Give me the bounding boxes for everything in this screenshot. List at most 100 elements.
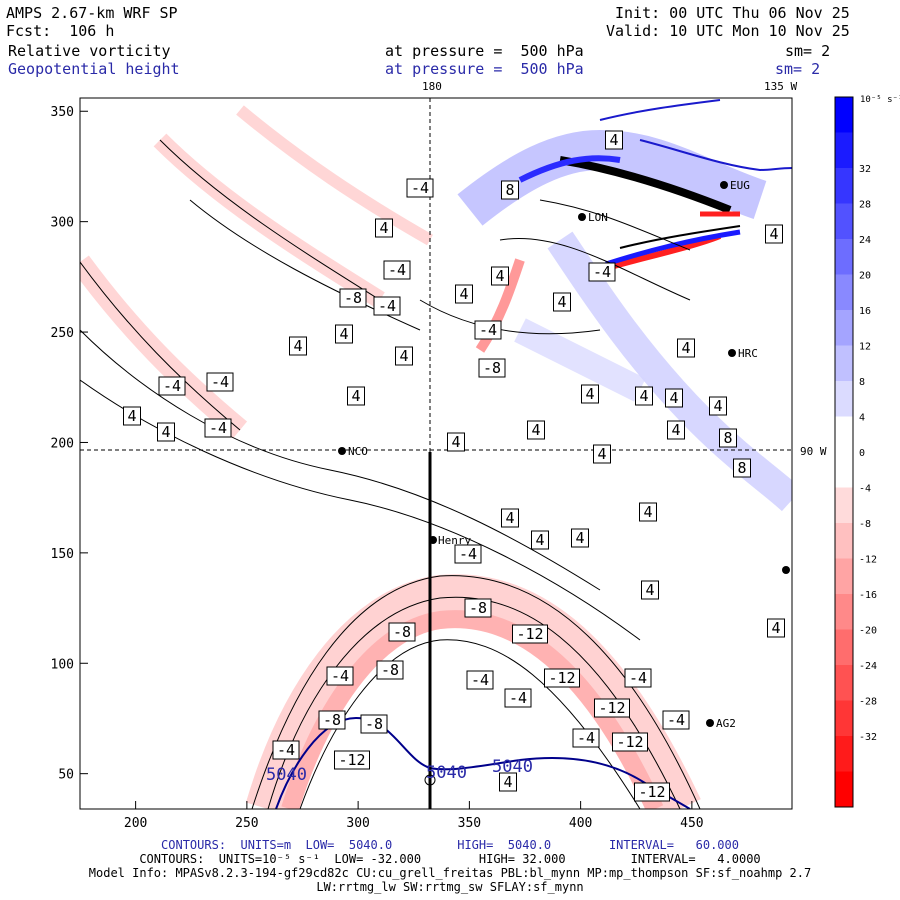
contour-label-box: [527, 420, 545, 440]
contour-label-text: 4: [351, 387, 360, 405]
contour-label-text: -4: [163, 377, 181, 395]
station-marker: [706, 719, 714, 727]
contour-label-text: -8: [365, 715, 383, 733]
contour-label-text: 4: [769, 225, 778, 243]
stations: NCO Henry HRC AG2 LON EUG: [338, 179, 790, 730]
init-time: Init: 00 UTC Thu 06 Nov 25: [615, 4, 850, 22]
contour-label-box: [447, 432, 465, 452]
contour-label-text: 4: [713, 397, 722, 415]
contour-label-text: 4: [505, 509, 514, 527]
contour-label-box: [375, 218, 393, 238]
y-tick-label: 200: [51, 436, 74, 451]
station-marker: [578, 213, 586, 221]
contour-label: 4: [289, 336, 307, 356]
contour-label: -8: [464, 598, 492, 618]
contour-label-box: [667, 420, 685, 440]
contour-label: -8: [360, 714, 388, 734]
contour-label-text: -4: [459, 545, 477, 563]
colorbar-segment: [835, 558, 853, 595]
colorbar-segment: [835, 274, 853, 311]
contour-label-box: [572, 728, 600, 748]
contour-label-text: 4: [379, 219, 388, 237]
contour-label: 4: [677, 338, 695, 358]
contour-label-box: [395, 346, 413, 366]
contour-label: 4: [667, 420, 685, 440]
contour-label-text: 4: [671, 421, 680, 439]
lon-label-180: 180: [422, 80, 442, 93]
station-marker: [782, 566, 790, 574]
colorbar-segment: [835, 771, 853, 808]
contour-label-box: [767, 618, 785, 638]
contour-label-text: 4: [585, 385, 594, 403]
contour-label: 4: [455, 284, 473, 304]
x-axis: 200 250 300 350 400 450: [124, 801, 704, 831]
colorbar-tick-label: 32: [859, 164, 871, 175]
contour-label-text: -4: [211, 373, 229, 391]
contour-label-box: [593, 444, 611, 464]
contour-label-text: -4: [577, 729, 595, 747]
colorbar-tick-label: 24: [859, 235, 871, 246]
contour-label-text: 4: [161, 423, 170, 441]
contour-label-text: 4: [557, 293, 566, 311]
colorbar-unit: 10⁻⁵ s⁻¹: [860, 95, 900, 105]
colorbar-segment: [835, 629, 853, 666]
contour-label-box: [544, 668, 580, 688]
colorbar-segment: [835, 665, 853, 701]
contour-label: -12: [512, 624, 548, 644]
contour-label: -4: [326, 666, 354, 686]
contour-label-text: 8: [505, 181, 514, 199]
contour-label-box: [709, 396, 727, 416]
contour-label-text: 4: [459, 285, 468, 303]
contour-label: 4: [157, 422, 175, 442]
colorbar-tick-label: 12: [859, 342, 871, 353]
valid-time: Valid: 10 UTC Mon 10 Nov 25: [606, 22, 850, 40]
y-axis: 50 100 150 200 250 300 350: [51, 105, 88, 783]
contour-label: 4: [639, 502, 657, 522]
contour-label-text: 4: [609, 131, 618, 149]
contour-label-text: 4: [771, 619, 780, 637]
lon-label-135w: 135 W: [764, 80, 797, 93]
colorbar-segment: [835, 736, 853, 772]
contour-label: -4: [588, 262, 616, 282]
contour-label-text: 4: [669, 389, 678, 407]
contour-label-text: -8: [323, 711, 341, 729]
colorbar-tick-label: -24: [859, 661, 877, 672]
contour-label-text: -4: [471, 671, 489, 689]
contour-label-text: 4: [339, 325, 348, 343]
contour-label-text: -8: [344, 289, 362, 307]
contour-label-box: [553, 292, 571, 312]
contour-label: 4: [581, 384, 599, 404]
contour-label-text: -4: [593, 263, 611, 281]
contour-label-text: 4: [503, 773, 512, 791]
contour-label-box: [454, 544, 482, 564]
field1-smoothing: sm= 2: [785, 42, 831, 60]
contour-label-box: [499, 772, 517, 792]
colorbar-segment: [835, 700, 853, 737]
colorbar-tick-label: -16: [859, 590, 877, 601]
station-label: AG2: [716, 717, 736, 730]
contour-label-box: [334, 750, 370, 770]
contour-label: 4: [593, 444, 611, 464]
station-marker: [429, 536, 437, 544]
contour-label-text: -12: [548, 669, 575, 687]
colorbar-tick-label: 0: [859, 448, 865, 459]
contour-label-box: [635, 386, 653, 406]
contour-label-text: 4: [531, 421, 540, 439]
station-marker: [338, 447, 346, 455]
y-tick-label: 300: [51, 216, 74, 231]
x-tick-label: 350: [458, 816, 481, 831]
y-tick-label: 150: [51, 547, 74, 562]
contour-label-text: 8: [723, 429, 732, 447]
contour-label-text: 4: [451, 433, 460, 451]
contour-label-box: [466, 670, 494, 690]
contour-label-box: [581, 384, 599, 404]
y-tick-label: 100: [51, 657, 74, 672]
contour-label: 4: [641, 580, 659, 600]
colorbar-segment: [835, 381, 853, 417]
contour-label: 4: [571, 528, 589, 548]
contour-label-box: [719, 428, 737, 448]
contour-label-text: -8: [381, 661, 399, 679]
contour-label-box: [504, 688, 532, 708]
contour-label: -4: [466, 670, 494, 690]
